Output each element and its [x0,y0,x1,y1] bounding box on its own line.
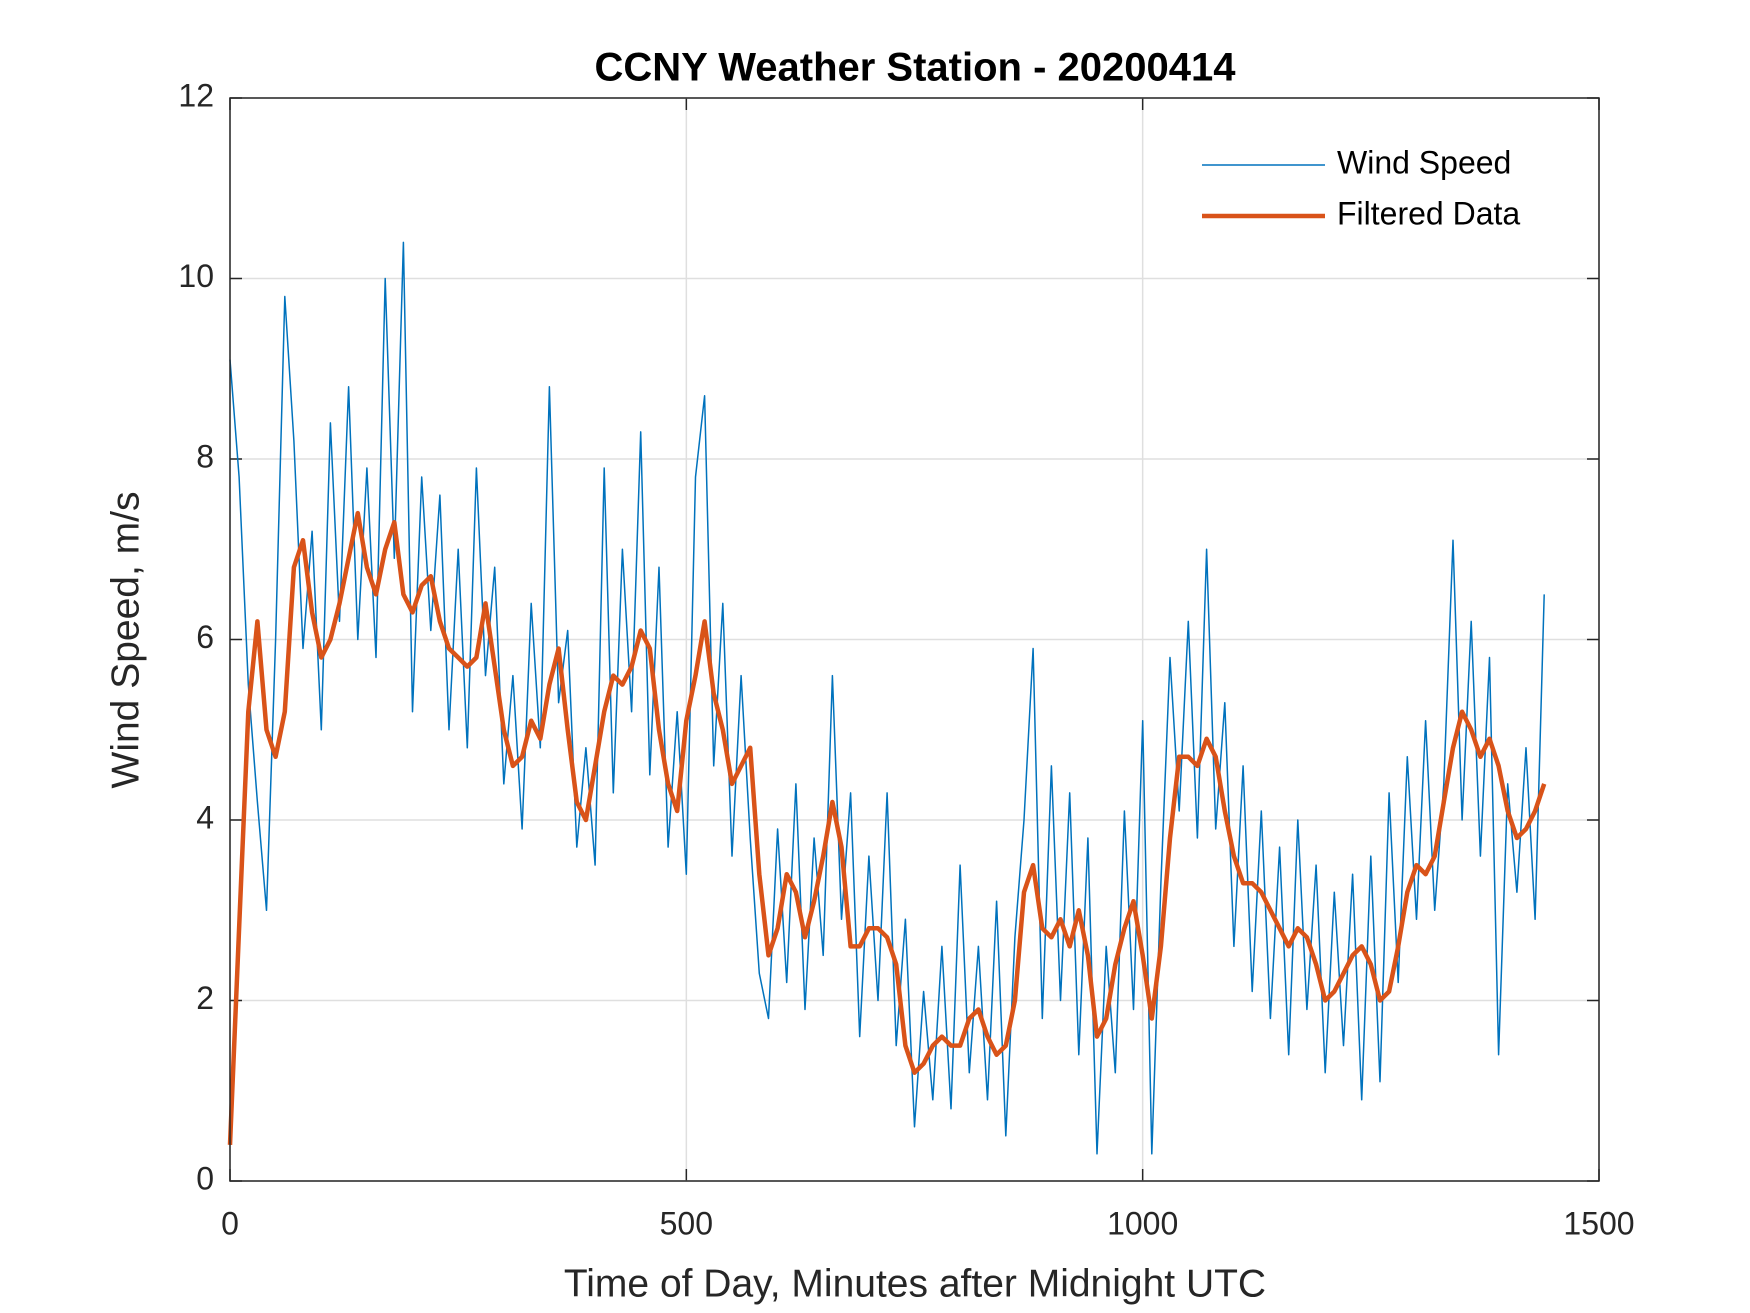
y-tick-label: 4 [196,799,214,835]
data-line [227,510,1547,1145]
x-tick-label: 0 [221,1205,239,1241]
x-tick-label: 1000 [1107,1205,1178,1241]
x-axis-label: Time of Day, Minutes after Midnight UTC [564,1262,1266,1305]
x-tick-label: 500 [660,1205,713,1241]
y-tick-label: 0 [196,1160,214,1196]
y-tick-label: 6 [196,619,214,655]
y-tick-label: 2 [196,980,214,1016]
chart-title: CCNY Weather Station - 20200414 [595,46,1237,90]
data-line [229,241,1545,1155]
x-tick-label: 1500 [1563,1205,1634,1241]
legend-label: Wind Speed [1337,144,1511,180]
axes-box [229,97,1600,1182]
y-axis-label: Wind Speed, m/s [104,492,147,789]
y-tick-label: 8 [196,438,214,474]
y-tick-label: 10 [178,258,214,294]
legend-label: Filtered Data [1337,195,1520,231]
y-tick-label: 12 [178,77,214,113]
